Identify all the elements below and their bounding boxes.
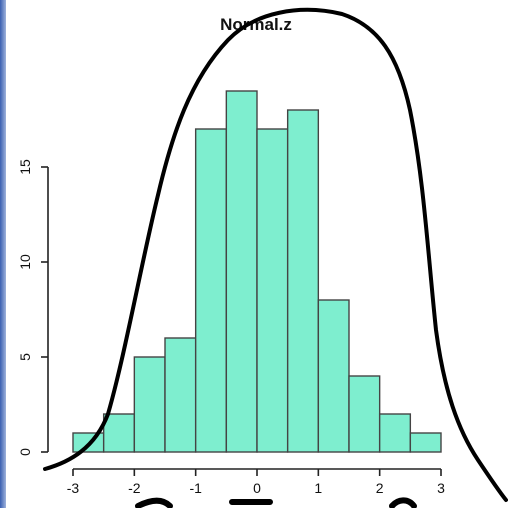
x-tick-label: -2 [128,480,141,496]
histogram-bar [378,413,412,453]
chart-title: Normal.z [220,15,292,34]
x-tick-label: -3 [67,480,80,496]
x-tick-label: 1 [314,480,322,496]
x-tick-label: -1 [189,480,202,496]
cropped-handwriting-mark [135,497,417,508]
y-axis: 0 5 10 15 [17,159,49,456]
histogram-bar [133,356,166,453]
bars-group [72,90,442,453]
histogram-bar [348,375,381,453]
histogram-bar [102,413,136,453]
x-tick-label: 0 [253,480,261,496]
histogram-bar [317,299,350,453]
x-tick-label: 2 [376,480,384,496]
y-tick-label: 0 [17,448,33,456]
histogram-bar [256,128,289,453]
histogram-bar [194,128,228,453]
y-tick-label: 10 [17,254,33,270]
hand-drawn-bell-curve [43,7,508,502]
histogram-bar [409,432,442,453]
histogram-bar [286,109,320,453]
y-tick-label: 15 [17,159,33,175]
x-axis: -3 -2 -1 0 1 2 3 [67,468,445,496]
histogram-bar [164,337,197,453]
histogram-bar [225,90,258,453]
x-tick-label: 3 [437,480,445,496]
y-tick-label: 5 [17,353,33,361]
